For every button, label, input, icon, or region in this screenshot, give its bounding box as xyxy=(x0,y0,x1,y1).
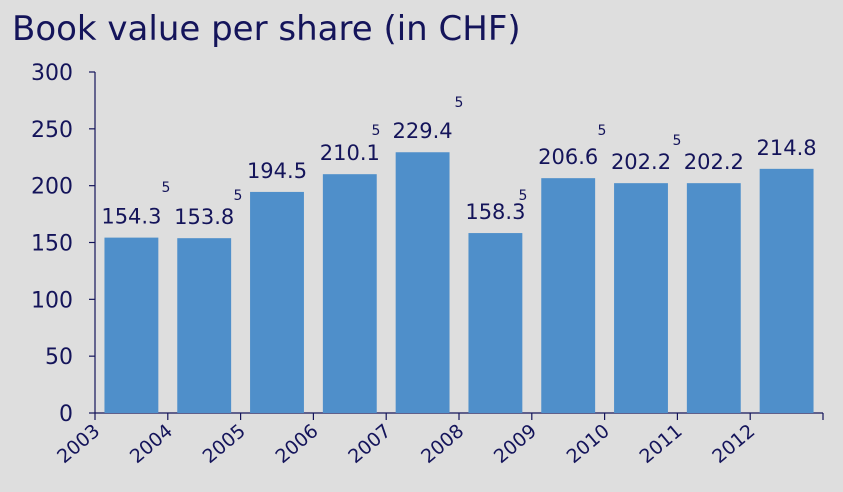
bar xyxy=(759,168,814,413)
bar xyxy=(541,178,596,413)
x-tick-label: 2008 xyxy=(417,420,468,468)
value-label: 154.3 xyxy=(101,205,161,229)
bar xyxy=(468,233,523,413)
value-label: 229.4 xyxy=(393,119,453,143)
value-label: 158.3 xyxy=(465,200,525,224)
x-tick-label: 2012 xyxy=(708,420,759,468)
footnote-marker: 5 xyxy=(372,123,381,139)
x-tick-label: 2007 xyxy=(344,420,395,468)
chart-title: Book value per share (in CHF) xyxy=(12,9,521,49)
y-tick-label: 0 xyxy=(59,402,73,427)
y-tick-label: 150 xyxy=(31,232,73,257)
y-tick-label: 250 xyxy=(31,118,73,143)
x-tick-label: 2006 xyxy=(271,420,322,468)
x-tick-label: 2009 xyxy=(490,420,541,468)
bar xyxy=(614,183,668,413)
bar xyxy=(322,174,377,413)
value-label: 214.8 xyxy=(757,136,817,160)
y-tick-label: 300 xyxy=(31,61,73,86)
footnote-marker: 5 xyxy=(234,188,243,204)
y-tick-label: 100 xyxy=(31,288,73,313)
footnote-marker: 5 xyxy=(162,180,171,196)
value-label: 194.5 xyxy=(247,159,307,183)
footnote-marker: 5 xyxy=(598,123,607,139)
footnote-marker: 5 xyxy=(455,95,464,111)
value-label: 202.2 xyxy=(684,150,744,174)
bar xyxy=(177,238,232,413)
bar xyxy=(104,237,159,413)
x-tick-label: 2005 xyxy=(199,420,250,468)
bar xyxy=(686,183,741,413)
footnote-marker: 5 xyxy=(519,188,528,204)
footnote-marker: 5 xyxy=(673,133,682,149)
value-label: 206.6 xyxy=(538,145,598,169)
value-label: 202.2 xyxy=(611,150,671,174)
x-tick-label: 2011 xyxy=(635,420,686,468)
x-tick-label: 2004 xyxy=(126,420,177,468)
value-label: 210.1 xyxy=(320,141,380,165)
x-tick-label: 2003 xyxy=(53,420,104,468)
x-tick-label: 2010 xyxy=(563,420,614,468)
y-tick-label: 50 xyxy=(45,345,73,370)
bar xyxy=(250,191,304,413)
bar xyxy=(395,152,450,414)
value-label: 153.8 xyxy=(174,205,234,229)
y-tick-label: 200 xyxy=(31,175,73,200)
